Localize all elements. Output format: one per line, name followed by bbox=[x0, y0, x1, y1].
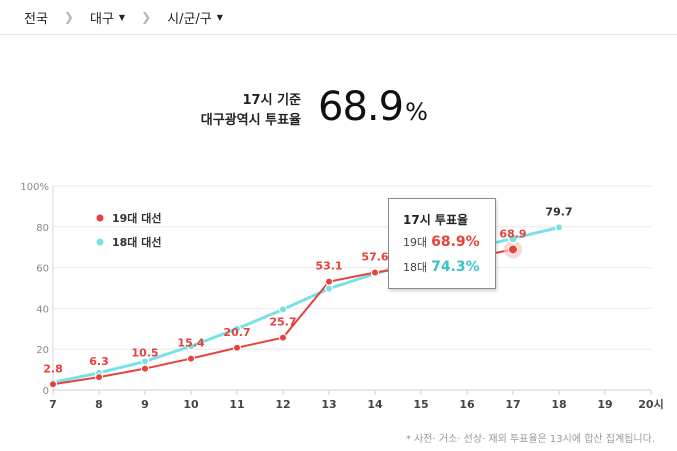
series-18-point bbox=[279, 305, 287, 314]
series-18-point bbox=[325, 284, 333, 293]
series-19-point bbox=[279, 333, 287, 342]
y-tick-label: 80 bbox=[36, 223, 49, 234]
y-tick-label: 40 bbox=[36, 304, 49, 315]
x-tick-label: 20시 bbox=[638, 398, 663, 411]
breadcrumb: 전국 ❯ 대구 ▼ ❯ 시/군/구 ▼ bbox=[0, 0, 677, 35]
series-19-point bbox=[49, 380, 57, 389]
series-19-data-label: 6.3 bbox=[89, 355, 109, 368]
headline-value-box: 68.9 % bbox=[318, 84, 428, 130]
x-tick-label: 7 bbox=[49, 398, 57, 411]
legend-marker bbox=[96, 238, 104, 246]
caret-down-icon: ▼ bbox=[118, 12, 126, 22]
breadcrumb-label: 대구 bbox=[89, 11, 114, 27]
series-18-data-label: 79.7 bbox=[545, 205, 572, 218]
series-18-point bbox=[187, 342, 195, 351]
x-tick-label: 19 bbox=[597, 398, 612, 411]
breadcrumb-label: 전국 bbox=[24, 11, 48, 27]
series-18-point bbox=[555, 223, 563, 232]
series-18-point bbox=[233, 324, 241, 333]
x-tick-label: 8 bbox=[95, 398, 103, 411]
x-tick-label: 12 bbox=[275, 398, 290, 411]
caret-down-icon: ▼ bbox=[216, 12, 223, 22]
x-tick-label: 9 bbox=[141, 398, 149, 411]
tooltip-row-19: 19대 68.9% bbox=[403, 234, 480, 250]
series-18-highlight-point bbox=[507, 233, 519, 244]
headline-value: 68.9 bbox=[318, 84, 404, 130]
series-19-data-label: 53.1 bbox=[315, 260, 342, 273]
tooltip-row-18: 18대 74.3% bbox=[403, 259, 480, 275]
tooltip-row-value: 74.3% bbox=[431, 259, 480, 275]
tooltip-row-value: 68.9% bbox=[431, 234, 480, 250]
series-19-data-label: 25.7 bbox=[269, 316, 296, 329]
headline-caption: 17시 기준 대구광역시 투표율 bbox=[201, 91, 301, 131]
series-19-data-label: 2.8 bbox=[43, 362, 63, 375]
chevron-right-icon: ❯ bbox=[63, 10, 74, 24]
footnote: * 사전· 거소· 선상· 재외 투표율은 13시에 합산 집계됩니다. bbox=[405, 434, 655, 445]
turnout-headline: 17시 기준 대구광역시 투표율 68.9 % bbox=[0, 84, 677, 146]
x-tick-label: 18 bbox=[551, 398, 566, 411]
legend-label: 18대 대선 bbox=[112, 235, 162, 249]
x-tick-label: 14 bbox=[367, 398, 383, 411]
x-tick-label: 17 bbox=[505, 398, 520, 411]
tooltip-row-label: 19대 bbox=[403, 236, 428, 249]
x-tick-label: 13 bbox=[321, 398, 336, 411]
tooltip-row-label: 18대 bbox=[403, 261, 428, 274]
legend-marker bbox=[96, 214, 104, 222]
series-19-point bbox=[325, 277, 333, 286]
turnout-chart: 0 20 40 60 80 100% 7 8 9 10 11 12 13 14 15 16 17 18 19 20시 2… bbox=[20, 182, 663, 411]
headline-time: 17시 기준 bbox=[242, 93, 302, 108]
chevron-right-icon: ❯ bbox=[141, 10, 152, 24]
breadcrumb-label: 시/군/구 bbox=[167, 11, 212, 27]
series-19-data-label: 68.9 bbox=[499, 227, 526, 240]
series-19-data-label: 20.7 bbox=[223, 326, 250, 339]
series-19-point bbox=[95, 373, 103, 382]
y-tick-label: 0 bbox=[43, 386, 49, 397]
y-tick-label: 60 bbox=[36, 264, 49, 275]
series-19-data-label: 10.5 bbox=[131, 347, 158, 360]
x-tick-label: 16 bbox=[459, 398, 475, 411]
x-tick-label: 11 bbox=[229, 398, 244, 411]
series-19-point bbox=[508, 244, 518, 255]
series-19-data-label: 15.4 bbox=[177, 337, 204, 350]
y-tick-label: 20 bbox=[36, 345, 49, 356]
headline-unit: % bbox=[405, 98, 428, 126]
chart-tooltip: 17시 투표율 19대 68.9% 18대 74.3% bbox=[388, 198, 496, 289]
series-19-point bbox=[187, 354, 195, 363]
headline-region: 대구광역시 투표율 bbox=[200, 113, 301, 128]
y-tick-label: 100% bbox=[20, 182, 49, 193]
x-tick-label: 15 bbox=[413, 398, 428, 411]
series-19-point bbox=[141, 364, 149, 373]
series-19-data-label: 57.6 bbox=[361, 250, 388, 263]
breadcrumb-district-dropdown[interactable]: 시/군/구 ▼ bbox=[167, 8, 223, 27]
series-19-point bbox=[371, 268, 379, 277]
x-tick-label: 10 bbox=[183, 398, 199, 411]
breadcrumb-region-dropdown[interactable]: 대구 ▼ bbox=[90, 8, 125, 27]
legend-label: 19대 대선 bbox=[112, 211, 162, 225]
breadcrumb-nationwide[interactable]: 전국 bbox=[24, 8, 48, 27]
tooltip-title: 17시 투표율 bbox=[403, 213, 469, 227]
series-19-point bbox=[233, 343, 241, 352]
